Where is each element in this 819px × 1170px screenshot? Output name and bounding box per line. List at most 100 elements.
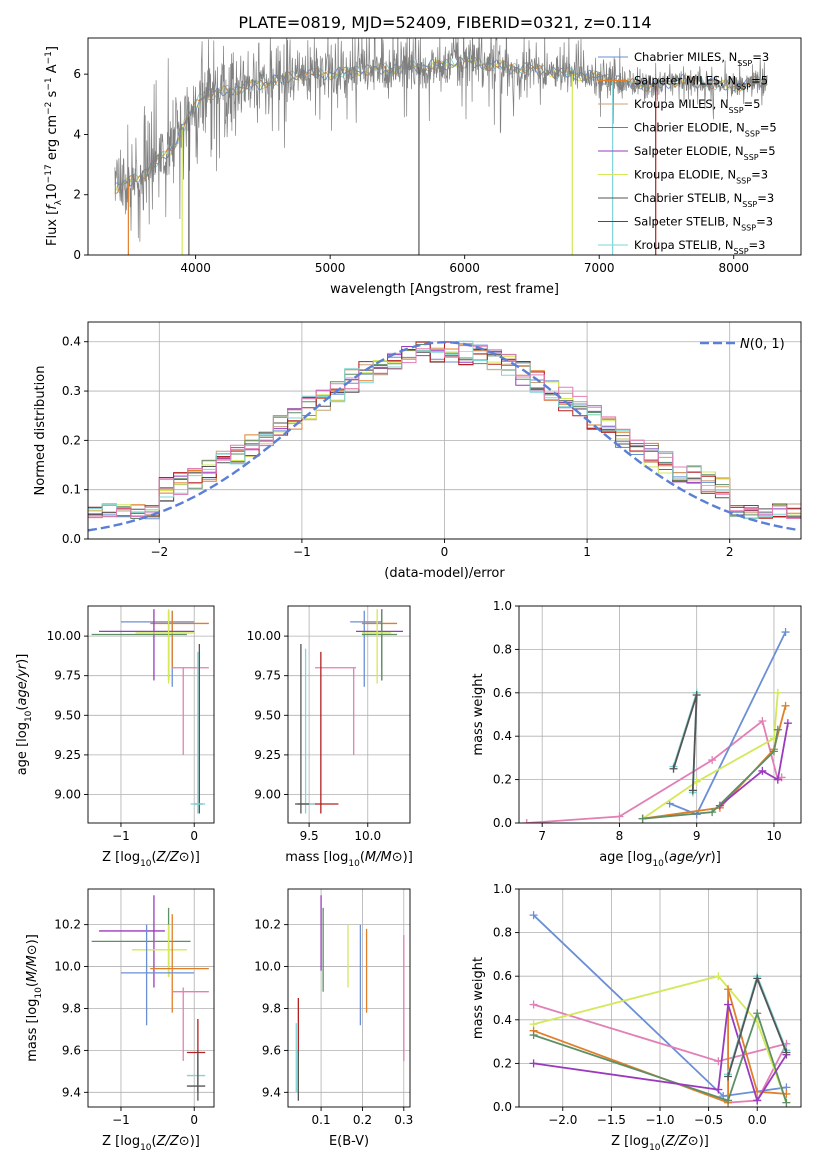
y-tick-label: 1.0: [493, 599, 512, 613]
y-tick-label: 0.4: [493, 1013, 512, 1027]
x-tick-label: −1: [293, 545, 311, 559]
y-tick-label: 0.8: [493, 642, 512, 656]
x-tick-label: 8000: [718, 261, 749, 275]
x-tick-label: 10.0: [354, 829, 381, 843]
mass-weight-point: [714, 972, 723, 981]
x-tick-label: 9.5: [300, 829, 319, 843]
x-axis-label: mass [log10(M/M⊙)]: [285, 850, 413, 869]
y-tick-label: 9.4: [262, 1085, 281, 1099]
x-axis-label: (data-model)/error: [384, 566, 505, 581]
axes-mass_vs_Z: −1 0 9.4 9.6 9.8 10.0 10.2 Z [log10(Z/Z⊙)] mass …: [25, 888, 215, 1153]
y-axis-label: Normed distribution: [33, 366, 48, 496]
plot-area-mass_vs_EBV: [295, 895, 405, 1101]
x-tick-label: 7: [538, 829, 546, 843]
plot-area-mass_weight_vs_age: [522, 628, 792, 823]
y-tick-label: 10.0: [54, 960, 81, 974]
mass-weight-point: [773, 725, 782, 734]
y-tick-label: 9.75: [54, 669, 81, 683]
x-axis-label: Z [log10(Z/Z⊙)]: [102, 1134, 200, 1153]
plot-area-residuals: [88, 340, 801, 532]
legend-label: Salpeter ELODIE, NSSP=5: [634, 144, 776, 162]
y-tick-label: 10.00: [247, 629, 281, 643]
mass-weight-line: [533, 975, 788, 1103]
axes-residuals: −2 −1 0 1 2 0.0 0.1 0.2 0.3 0.4 (data-model)/error…: [33, 321, 802, 581]
observed-spectrum: [114, 38, 768, 242]
y-tick-label: 9.25: [54, 748, 81, 762]
axes-mass_weight_vs_age: 7 8 9 10 0.0 0.2 0.4 0.6 0.8 1.0 age [log10(age/yr…: [471, 599, 802, 869]
mass-weight-point: [753, 1009, 762, 1018]
mass-weight-point: [758, 717, 767, 726]
mass-weight-line: [533, 1010, 788, 1103]
frame-residuals: −2 −1 0 1 2 0.0 0.1 0.2 0.3 0.4 (data-model)/error…: [33, 321, 802, 581]
y-tick-label: 9.4: [62, 1085, 81, 1099]
legend-label: Chabrier STELIB, NSSP=3: [634, 191, 774, 209]
mass-weight-point: [782, 1098, 791, 1107]
y-tick-label: 0: [73, 248, 81, 262]
axes-mass_weight_vs_Z: −2.0 −1.5 −1.0 −0.5 0.0 0.0 0.2 0.4 0.6 0.8 1.0 Z […: [471, 882, 802, 1153]
legend-label: N(0, 1): [740, 337, 785, 352]
y-tick-label: 10.2: [254, 918, 281, 932]
x-axis-label: age [log10(age/yr)]: [599, 850, 721, 869]
mass-weight-line: [642, 729, 779, 820]
plot-area-mass_weight_vs_Z: [529, 911, 791, 1107]
x-tick-label: 6000: [449, 261, 480, 275]
mass-weight-point: [782, 1048, 791, 1057]
mass-weight-line: [719, 723, 789, 807]
legend-label: Chabrier MILES, NSSP=3: [634, 50, 769, 68]
legend-label: Kroupa ELODIE, NSSP=3: [634, 168, 768, 186]
x-tick-label: 8: [616, 829, 624, 843]
mass-weight-point: [724, 1072, 733, 1081]
axes-frame: [287, 605, 411, 824]
x-axis-label: E(B-V): [329, 1134, 369, 1149]
x-tick-label: 5000: [315, 261, 346, 275]
axes-frame: [518, 605, 802, 824]
legend-label: Salpeter STELIB, NSSP=3: [634, 215, 773, 233]
y-tick-label: 9.8: [262, 1001, 281, 1015]
x-tick-label: 0.3: [394, 1113, 413, 1127]
axes-age_vs_mass: 9.5 10.0 9.00 9.25 9.50 9.75 10.00 mass [log10(…: [247, 605, 413, 869]
mass-weight-point: [781, 701, 790, 710]
y-tick-label: 9.6: [62, 1043, 81, 1057]
y-axis-label: mass [log10(M/M⊙)]: [25, 934, 44, 1062]
y-axis-label: Flux [fλ10−17 erg cm−2 s−1 A−1]: [44, 46, 64, 246]
y-tick-label: 0.4: [493, 729, 512, 743]
y-tick-label: 9.75: [254, 669, 281, 683]
mass-weight-point: [529, 1059, 538, 1068]
plot-area-age_vs_mass: [295, 609, 403, 814]
y-tick-label: 0.4: [62, 335, 81, 349]
x-axis-label: Z [log10(Z/Z⊙)]: [102, 850, 200, 869]
frame-age_vs_Z: −1 0 9.00 9.25 9.50 9.75 10.00 Z [log10(Z/Z⊙)] a…: [15, 605, 215, 869]
x-tick-label: 0.0: [748, 1113, 767, 1127]
mass-weight-point: [724, 1000, 733, 1009]
mass-weight-line: [642, 692, 779, 820]
frame-mass_vs_Z: −1 0 9.4 9.6 9.8 10.0 10.2 Z [log10(Z/Z⊙)] mass …: [25, 888, 215, 1153]
mass-weight-point: [638, 814, 647, 823]
y-tick-label: 9.6: [262, 1043, 281, 1057]
y-tick-label: 0.6: [493, 969, 512, 983]
x-tick-label: 10: [766, 829, 781, 843]
mass-weight-point: [773, 688, 782, 697]
y-tick-label: 10.00: [47, 629, 81, 643]
axes-frame: [287, 888, 411, 1108]
x-tick-label: 2: [726, 545, 734, 559]
x-tick-label: 0: [190, 829, 198, 843]
x-tick-label: −2: [150, 545, 168, 559]
y-tick-label: 9.00: [254, 787, 281, 801]
mass-weight-point: [773, 775, 782, 784]
y-tick-label: 2: [73, 188, 81, 202]
mass-weight-point: [615, 812, 624, 821]
y-tick-label: 9.25: [254, 748, 281, 762]
normal-curve: [88, 340, 799, 532]
x-tick-label: −1: [112, 1113, 130, 1127]
x-tick-label: −1.5: [597, 1113, 626, 1127]
mass-weight-point: [669, 764, 678, 773]
y-tick-label: 0.0: [62, 532, 81, 546]
frame-spectrum: 4000 5000 6000 7000 8000 0 2 4 6 wavelength [Angs…: [44, 37, 802, 297]
mass-weight-point: [692, 690, 701, 699]
mass-weight-point: [714, 1085, 723, 1094]
y-axis-label: mass weight: [471, 957, 486, 1039]
mass-weight-point: [708, 756, 717, 765]
y-tick-label: 0.2: [493, 1056, 512, 1070]
y-tick-label: 0.1: [62, 483, 81, 497]
